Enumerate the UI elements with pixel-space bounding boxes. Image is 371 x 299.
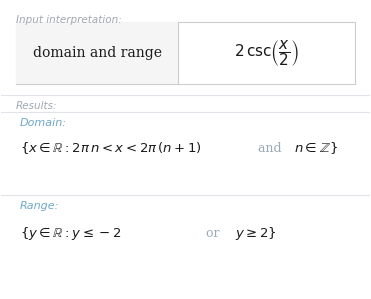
Text: Range:: Range:	[20, 201, 59, 211]
Text: Domain:: Domain:	[20, 118, 67, 128]
Text: or: or	[198, 228, 228, 240]
Text: Input interpretation:: Input interpretation:	[16, 15, 122, 25]
Text: $n \in \mathbb{Z}\}$: $n \in \mathbb{Z}\}$	[294, 140, 338, 156]
Text: $\{y \in \mathbb{R} : y \leq -2$: $\{y \in \mathbb{R} : y \leq -2$	[20, 225, 121, 242]
Text: domain and range: domain and range	[33, 46, 162, 60]
Text: and: and	[254, 141, 285, 155]
Text: Results:: Results:	[16, 101, 58, 111]
Text: $y \geq 2\}$: $y \geq 2\}$	[235, 225, 277, 242]
FancyBboxPatch shape	[16, 22, 178, 84]
Text: $\{x \in \mathbb{R} : 2\pi\, n < x < 2\pi\,(n+1)$: $\{x \in \mathbb{R} : 2\pi\, n < x < 2\p…	[20, 140, 202, 156]
Text: $2\,\csc\!\left(\dfrac{x}{2}\right)$: $2\,\csc\!\left(\dfrac{x}{2}\right)$	[234, 38, 299, 68]
FancyBboxPatch shape	[16, 22, 355, 84]
